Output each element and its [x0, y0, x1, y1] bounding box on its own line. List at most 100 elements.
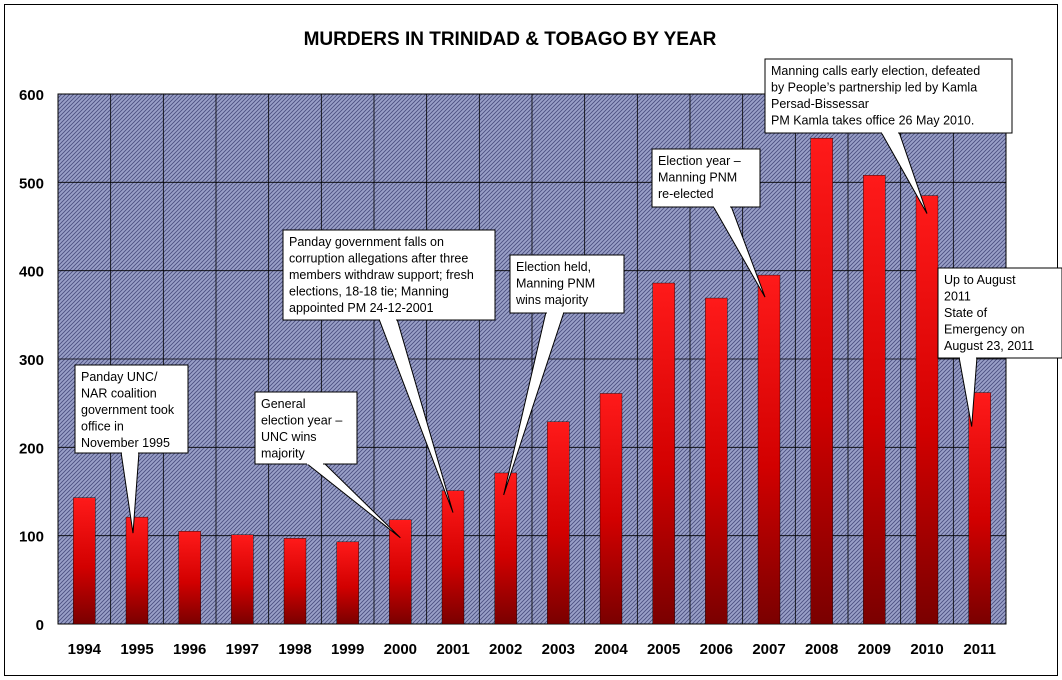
callout-line: State of: [944, 306, 988, 320]
callout-text: Manning calls early election, defeated by…: [771, 64, 980, 128]
x-tick-label: 2011: [963, 641, 996, 658]
x-tick-label: 2010: [910, 641, 943, 658]
annotation-1995: Panday UNC/NAR coalition government took o…: [74, 364, 189, 534]
y-tick-label: 200: [19, 440, 44, 457]
y-tick-label: 600: [19, 87, 44, 104]
y-tick-label: 0: [36, 617, 44, 634]
bar-1996: [178, 531, 201, 625]
y-tick-label: 400: [19, 264, 44, 281]
callout-line: August 23, 2011: [944, 339, 1034, 353]
x-tick-label: 2008: [805, 641, 838, 658]
callout-line: by People’s partnership led by Kamla: [771, 81, 977, 95]
bar-1994: [73, 497, 96, 625]
callout-line: 2011: [944, 290, 971, 304]
y-tick-label: 100: [19, 529, 44, 546]
x-axis-ticks: 1994 1995 1996 1997 1998 1999 2000 2001 2002 2003…: [68, 641, 996, 658]
callout-line: wins majority: [515, 293, 589, 307]
x-tick-label: 1999: [331, 641, 364, 658]
plot-border: [57, 93, 1007, 625]
annotation-2007: Election year – Manning PNM re-elected: [651, 148, 766, 298]
callout-line: election year –: [261, 414, 342, 428]
callout-line: Panday government falls on: [289, 235, 444, 249]
callout-seam: [882, 131, 898, 134]
chart-title: MURDERS IN TRINIDAD & TOBAGO BY YEAR: [304, 29, 717, 50]
bar-2007: [757, 274, 781, 625]
callout-line: corruption allegations after three: [289, 252, 468, 266]
y-axis-ticks: 0 100 200 300 400 500 600: [19, 87, 44, 634]
bar-2010: [915, 195, 939, 625]
x-tick-label: 2002: [489, 641, 522, 658]
x-tick-label: 2009: [858, 641, 891, 658]
x-tick-label: 2003: [542, 641, 575, 658]
callout-box: [74, 364, 189, 454]
callout-line: UNC wins: [261, 430, 317, 444]
x-tick-label: 2000: [384, 641, 417, 658]
callout-seam: [960, 356, 976, 359]
callout-line: members withdraw support; fresh: [289, 268, 474, 282]
callout-line: Panday UNC/: [81, 370, 158, 384]
bar-1997: [231, 534, 254, 625]
bars-group: [73, 137, 991, 625]
y-tick-label: 300: [19, 352, 44, 369]
bar-2006: [705, 297, 728, 625]
callout-text: Panday UNC/NAR coalition government took o…: [81, 370, 175, 450]
annotation-2011: Up to August 2011 State of Emergency on Augu…: [937, 267, 1062, 427]
callout-seam: [380, 318, 396, 321]
bar-1995: [125, 516, 149, 625]
callout-line: Emergency on: [944, 323, 1025, 337]
callout-box: [764, 58, 1013, 134]
callout-line: November 1995: [81, 436, 170, 450]
callout-line: elections, 18-18 tie; Manning: [289, 285, 449, 299]
bar-2002: [494, 472, 517, 625]
callout-line: Up to August: [944, 273, 1016, 287]
callout-line: Manning PNM: [516, 277, 595, 291]
callout-line: office in: [81, 420, 124, 434]
x-tick-label: 1998: [278, 641, 311, 658]
callout-line: Manning calls early election, defeated: [771, 64, 980, 78]
bar-2004: [599, 393, 623, 625]
callout-line: re-elected: [658, 187, 714, 201]
x-tick-label: 2004: [594, 641, 628, 658]
callout-line: General: [261, 397, 305, 411]
y-tick-label: 500: [19, 175, 44, 192]
bar-2001: [441, 490, 465, 625]
callout-line: Persad-Bissessar: [771, 97, 869, 111]
callout-seam: [307, 462, 323, 465]
callout-box: [937, 267, 1062, 359]
callout-line: NAR coalition: [81, 387, 157, 401]
callout-text: Election year – Manning PNM re-elected: [658, 154, 741, 201]
bar-2008: [810, 137, 833, 625]
bar-2005: [652, 282, 675, 625]
callout-line: Manning PNM: [658, 171, 737, 185]
bar-2009: [863, 175, 886, 625]
x-tick-label: 2005: [647, 641, 680, 658]
bar-1998: [283, 538, 307, 625]
x-tick-label: 2001: [436, 641, 469, 658]
bar-2003: [547, 421, 570, 625]
callout-seam: [714, 205, 730, 208]
bar-2000: [389, 519, 412, 625]
callout-line: appointed PM 24-12-2001: [289, 301, 434, 315]
x-tick-label: 2007: [752, 641, 785, 658]
callout-line: Election year –: [658, 154, 741, 168]
x-tick-label: 1997: [226, 641, 259, 658]
callout-line: government took: [81, 403, 175, 417]
annotation-2002: Election held, Manning PNM wins majority: [503, 254, 625, 496]
callout-text: Panday government falls on corruption all…: [289, 235, 474, 315]
callout-line: Election held,: [516, 260, 591, 274]
annotation-2001: Panday government falls on corruption all…: [282, 229, 496, 513]
callout-box: [282, 229, 496, 321]
x-tick-label: 1994: [68, 641, 102, 658]
callout-box: [254, 391, 358, 465]
callout-text: Up to August 2011 State of Emergency on Augu…: [944, 273, 1034, 353]
x-tick-label: 1996: [173, 641, 206, 658]
callout-line: PM Kamla takes office 26 May 2010.: [771, 114, 974, 128]
callout-box: [651, 148, 761, 208]
callout-seam: [547, 311, 563, 314]
annotation-2010: Manning calls early election, defeated by…: [764, 58, 1013, 214]
callout-text: Election held, Manning PNM wins majority: [515, 260, 595, 307]
callout-seam: [122, 451, 138, 454]
annotation-2000: General election year – UNC wins majority: [254, 391, 401, 539]
callout-text: General election year – UNC wins majority: [261, 397, 342, 461]
